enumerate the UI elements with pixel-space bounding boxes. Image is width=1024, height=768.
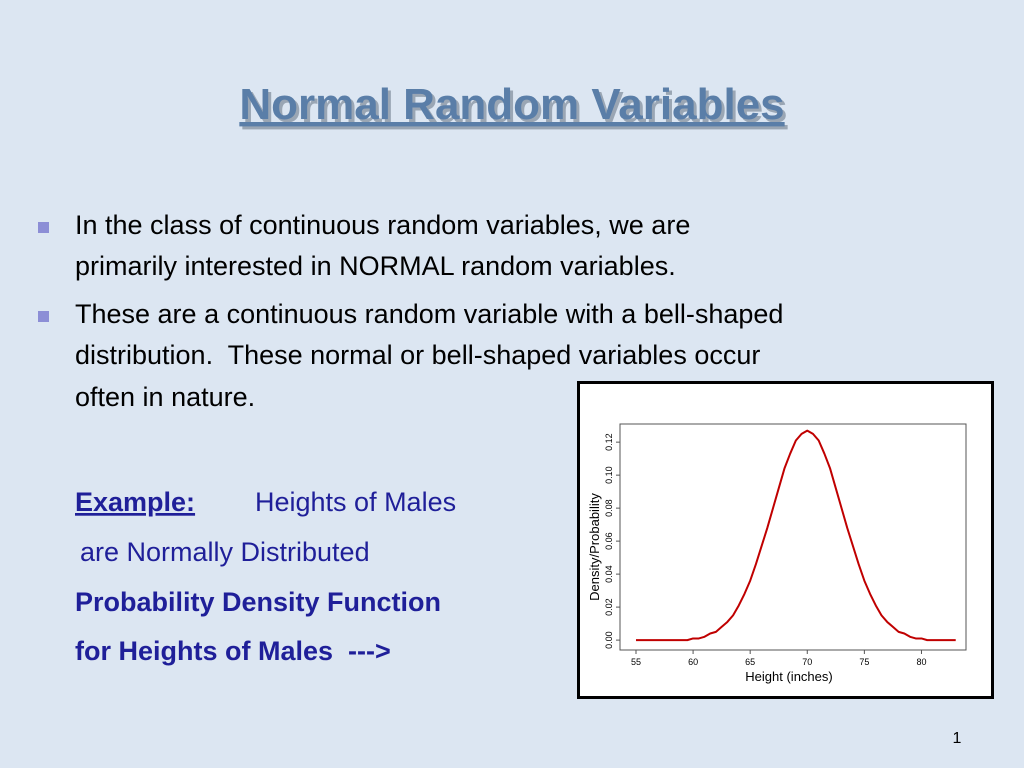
plot-area: [619, 423, 967, 651]
title-shadow: Normal Random Variables: [242, 83, 787, 132]
page-number: 1: [953, 730, 962, 747]
x-tick-label: 80: [916, 657, 926, 667]
example-text: are Normally Distributed: [80, 537, 370, 567]
example-label: Example:: [75, 487, 195, 517]
bullet-marker: [38, 311, 49, 322]
bullet-text: often in nature.: [75, 382, 255, 412]
y-tick-label: 0.10: [604, 466, 614, 484]
x-tick-label: 60: [688, 657, 698, 667]
y-tick-label: 0.00: [604, 631, 614, 649]
example-text: for Heights of Males --->: [75, 636, 391, 666]
y-tick-label: 0.02: [604, 598, 614, 616]
y-tick-label: 0.08: [604, 499, 614, 517]
example-text: Heights of Males: [255, 487, 456, 517]
y-tick-label: 0.06: [604, 532, 614, 550]
y-axis-label: Density/Probability: [587, 493, 602, 601]
slide-title: Normal Random Variables: [239, 80, 784, 129]
x-tick-label: 75: [859, 657, 869, 667]
x-tick-label: 70: [802, 657, 812, 667]
example-text: Probability Density Function: [75, 587, 441, 617]
bullet-text: primarily interested in NORMAL random va…: [75, 251, 676, 281]
bullet-marker: [38, 222, 49, 233]
bullet-text: In the class of continuous random variab…: [75, 210, 690, 240]
chart-frame: [577, 381, 994, 699]
y-tick-label: 0.04: [604, 565, 614, 583]
x-tick-label: 55: [631, 657, 641, 667]
x-tick-label: 65: [745, 657, 755, 667]
bullet-text: These are a continuous random variable w…: [75, 299, 783, 329]
chart: 55 60 65 70 75 80 0.00 0.02 0.04 0.06 0.08 0.10 0.12: [604, 429, 956, 667]
bullet-text: distribution. These normal or bell-shape…: [75, 340, 760, 370]
density-curve: [635, 429, 956, 642]
y-tick-label: 0.12: [604, 433, 614, 451]
x-axis-label: Height (inches): [745, 669, 832, 684]
